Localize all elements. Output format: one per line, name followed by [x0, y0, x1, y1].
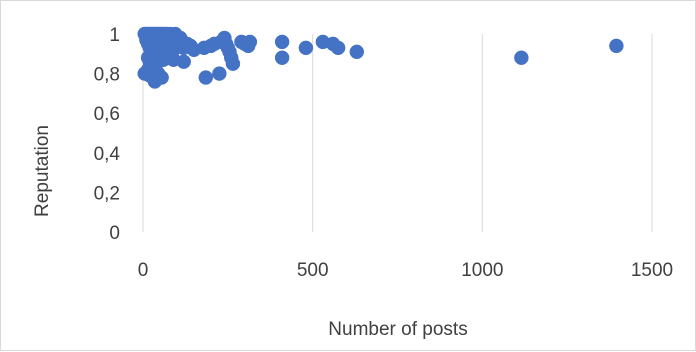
data-point [176, 54, 191, 69]
data-points [137, 26, 624, 89]
data-point [330, 40, 346, 56]
data-point [225, 56, 241, 71]
y-tick-label: 0 [109, 223, 120, 244]
data-point [274, 34, 290, 50]
y-tick-label: 0,2 [94, 183, 120, 204]
data-point [514, 50, 529, 66]
x-tick-label: 0 [138, 260, 149, 281]
x-axis-tick-labels: 0 500 1000 1500 [138, 260, 673, 281]
y-tick-label: 1 [109, 25, 120, 46]
x-tick-label: 500 [297, 260, 329, 281]
y-axis-title: Reputation [32, 125, 53, 217]
data-point [349, 44, 365, 60]
data-point [274, 50, 290, 66]
data-point [242, 34, 258, 50]
gridlines [142, 34, 653, 232]
x-axis-title: Number of posts [328, 319, 467, 340]
y-tick-label: 0,6 [94, 104, 120, 125]
data-point [609, 38, 624, 54]
y-tick-label: 0,8 [94, 65, 120, 86]
data-point [154, 70, 169, 85]
y-tick-label: 0,4 [94, 144, 121, 165]
x-tick-label: 1000 [461, 260, 503, 281]
x-tick-label: 1500 [631, 260, 673, 281]
data-point [298, 40, 314, 56]
data-point [212, 66, 227, 81]
data-point [198, 70, 214, 85]
y-axis-tick-labels: 0 0,2 0,4 0,6 0,8 1 [94, 25, 121, 244]
